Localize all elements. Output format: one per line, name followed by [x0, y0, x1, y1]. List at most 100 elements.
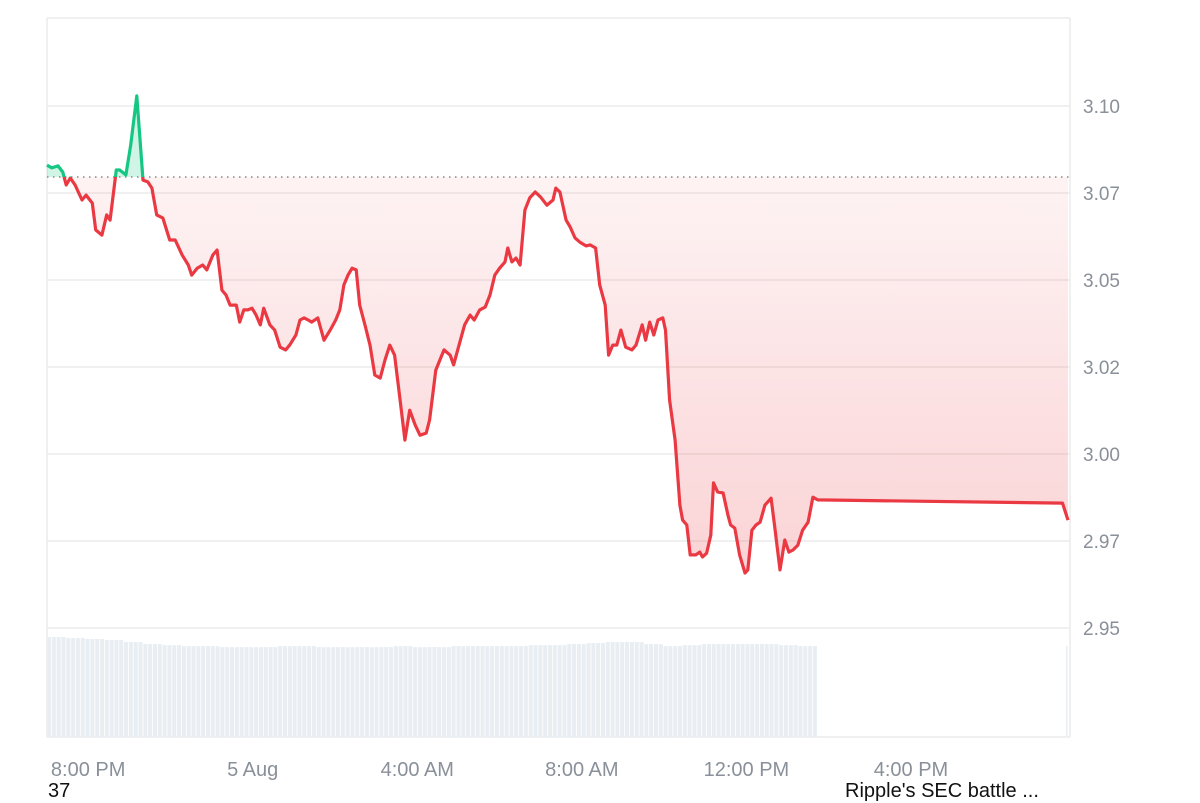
volume-bar	[611, 642, 615, 737]
volume-bar	[750, 644, 754, 737]
volume-bar	[471, 646, 475, 737]
volume-bar	[114, 640, 118, 737]
volume-bar	[269, 647, 273, 737]
volume-bar	[134, 642, 138, 737]
volume-bar	[765, 644, 769, 737]
volume-bar	[774, 644, 778, 737]
volume-bar	[678, 646, 682, 737]
volume-bar	[736, 644, 740, 737]
volume-bar	[163, 645, 167, 737]
volume-bar	[591, 643, 595, 737]
volume-bar	[57, 637, 61, 737]
volume-bar	[307, 646, 311, 737]
volume-bar	[273, 647, 277, 737]
y-tick-label: 3.02	[1083, 358, 1120, 379]
volume-bar	[596, 643, 600, 737]
volume-bar	[437, 647, 441, 737]
volume-bar	[110, 640, 114, 737]
volume-bar	[582, 644, 586, 737]
y-tick-label: 3.05	[1083, 271, 1120, 292]
volume-bar	[789, 645, 793, 737]
volume-bar	[76, 638, 80, 737]
y-tick-label: 3.10	[1083, 97, 1120, 118]
volume-bar	[712, 644, 716, 737]
volume-bar	[119, 640, 123, 737]
volume-bar	[1066, 646, 1068, 737]
volume-bar	[90, 639, 94, 737]
x-tick-label: 8:00 PM	[51, 759, 125, 781]
volume-bar	[505, 646, 509, 737]
volume-bar	[466, 646, 470, 737]
volume-bar	[784, 645, 788, 737]
volume-bar	[423, 647, 427, 737]
volume-bar	[360, 647, 364, 737]
volume-bar	[432, 647, 436, 737]
volume-bar	[447, 647, 451, 737]
volume-bar	[697, 645, 701, 737]
volume-bar	[244, 647, 248, 737]
y-tick-label: 3.07	[1083, 184, 1120, 205]
volume-bar	[81, 638, 85, 737]
volume-bar	[341, 647, 345, 737]
x-tick-label: 4:00 PM	[874, 759, 948, 781]
volume-bar	[755, 644, 759, 737]
volume-bar	[153, 644, 157, 737]
volume-bar	[384, 647, 388, 737]
volume-bar	[254, 647, 258, 737]
volume-bar	[625, 642, 629, 737]
volume-bar	[529, 645, 533, 737]
volume-bar	[587, 643, 591, 737]
volume-bar	[813, 646, 817, 737]
volume-bar	[731, 644, 735, 737]
volume-bar	[630, 642, 634, 737]
volume-bar	[413, 647, 417, 737]
volume-bar	[668, 646, 672, 737]
y-axis: 3.103.073.053.023.002.972.95	[1083, 97, 1120, 640]
volume-bar	[519, 646, 523, 737]
volume-bar	[66, 638, 70, 737]
x-tick-label: 8:00 AM	[545, 759, 618, 781]
volume-bar	[288, 646, 292, 737]
volume-bar	[644, 644, 648, 737]
volume-bar	[105, 640, 109, 737]
volume-bar	[100, 639, 104, 737]
volume-bar	[86, 639, 90, 737]
volume-bar	[442, 647, 446, 737]
volume-bar	[760, 644, 764, 737]
volume-bars	[47, 637, 1068, 737]
volume-bar	[129, 642, 133, 737]
volume-bar	[240, 647, 244, 737]
volume-bar	[158, 644, 162, 737]
volume-bar	[182, 646, 186, 737]
volume-bar	[495, 646, 499, 737]
volume-bar	[717, 644, 721, 737]
volume-bar	[47, 637, 51, 737]
volume-bar	[52, 637, 56, 737]
volume-bar	[216, 646, 220, 737]
volume-bar	[606, 642, 610, 737]
volume-bar	[399, 646, 403, 737]
volume-bar	[201, 646, 205, 737]
volume-bar	[225, 647, 229, 737]
volume-bar	[461, 646, 465, 737]
volume-bar	[770, 644, 774, 737]
volume-bar	[355, 647, 359, 737]
volume-bar	[389, 647, 393, 737]
volume-bar	[601, 643, 605, 737]
volume-bar	[615, 642, 619, 737]
volume-bar	[567, 644, 571, 737]
volume-bar	[297, 646, 301, 737]
volume-bar	[95, 639, 99, 737]
volume-bar	[572, 644, 576, 737]
y-tick-label: 2.97	[1083, 532, 1120, 553]
volume-bar	[249, 647, 253, 737]
y-tick-label: 2.95	[1083, 619, 1120, 640]
volume-bar	[659, 644, 663, 737]
volume-bar	[172, 645, 176, 737]
x-tick-label: 5 Aug	[227, 759, 278, 781]
volume-bar	[639, 642, 643, 737]
volume-bar	[350, 647, 354, 737]
volume-bar	[322, 647, 326, 737]
volume-bar	[485, 646, 489, 737]
